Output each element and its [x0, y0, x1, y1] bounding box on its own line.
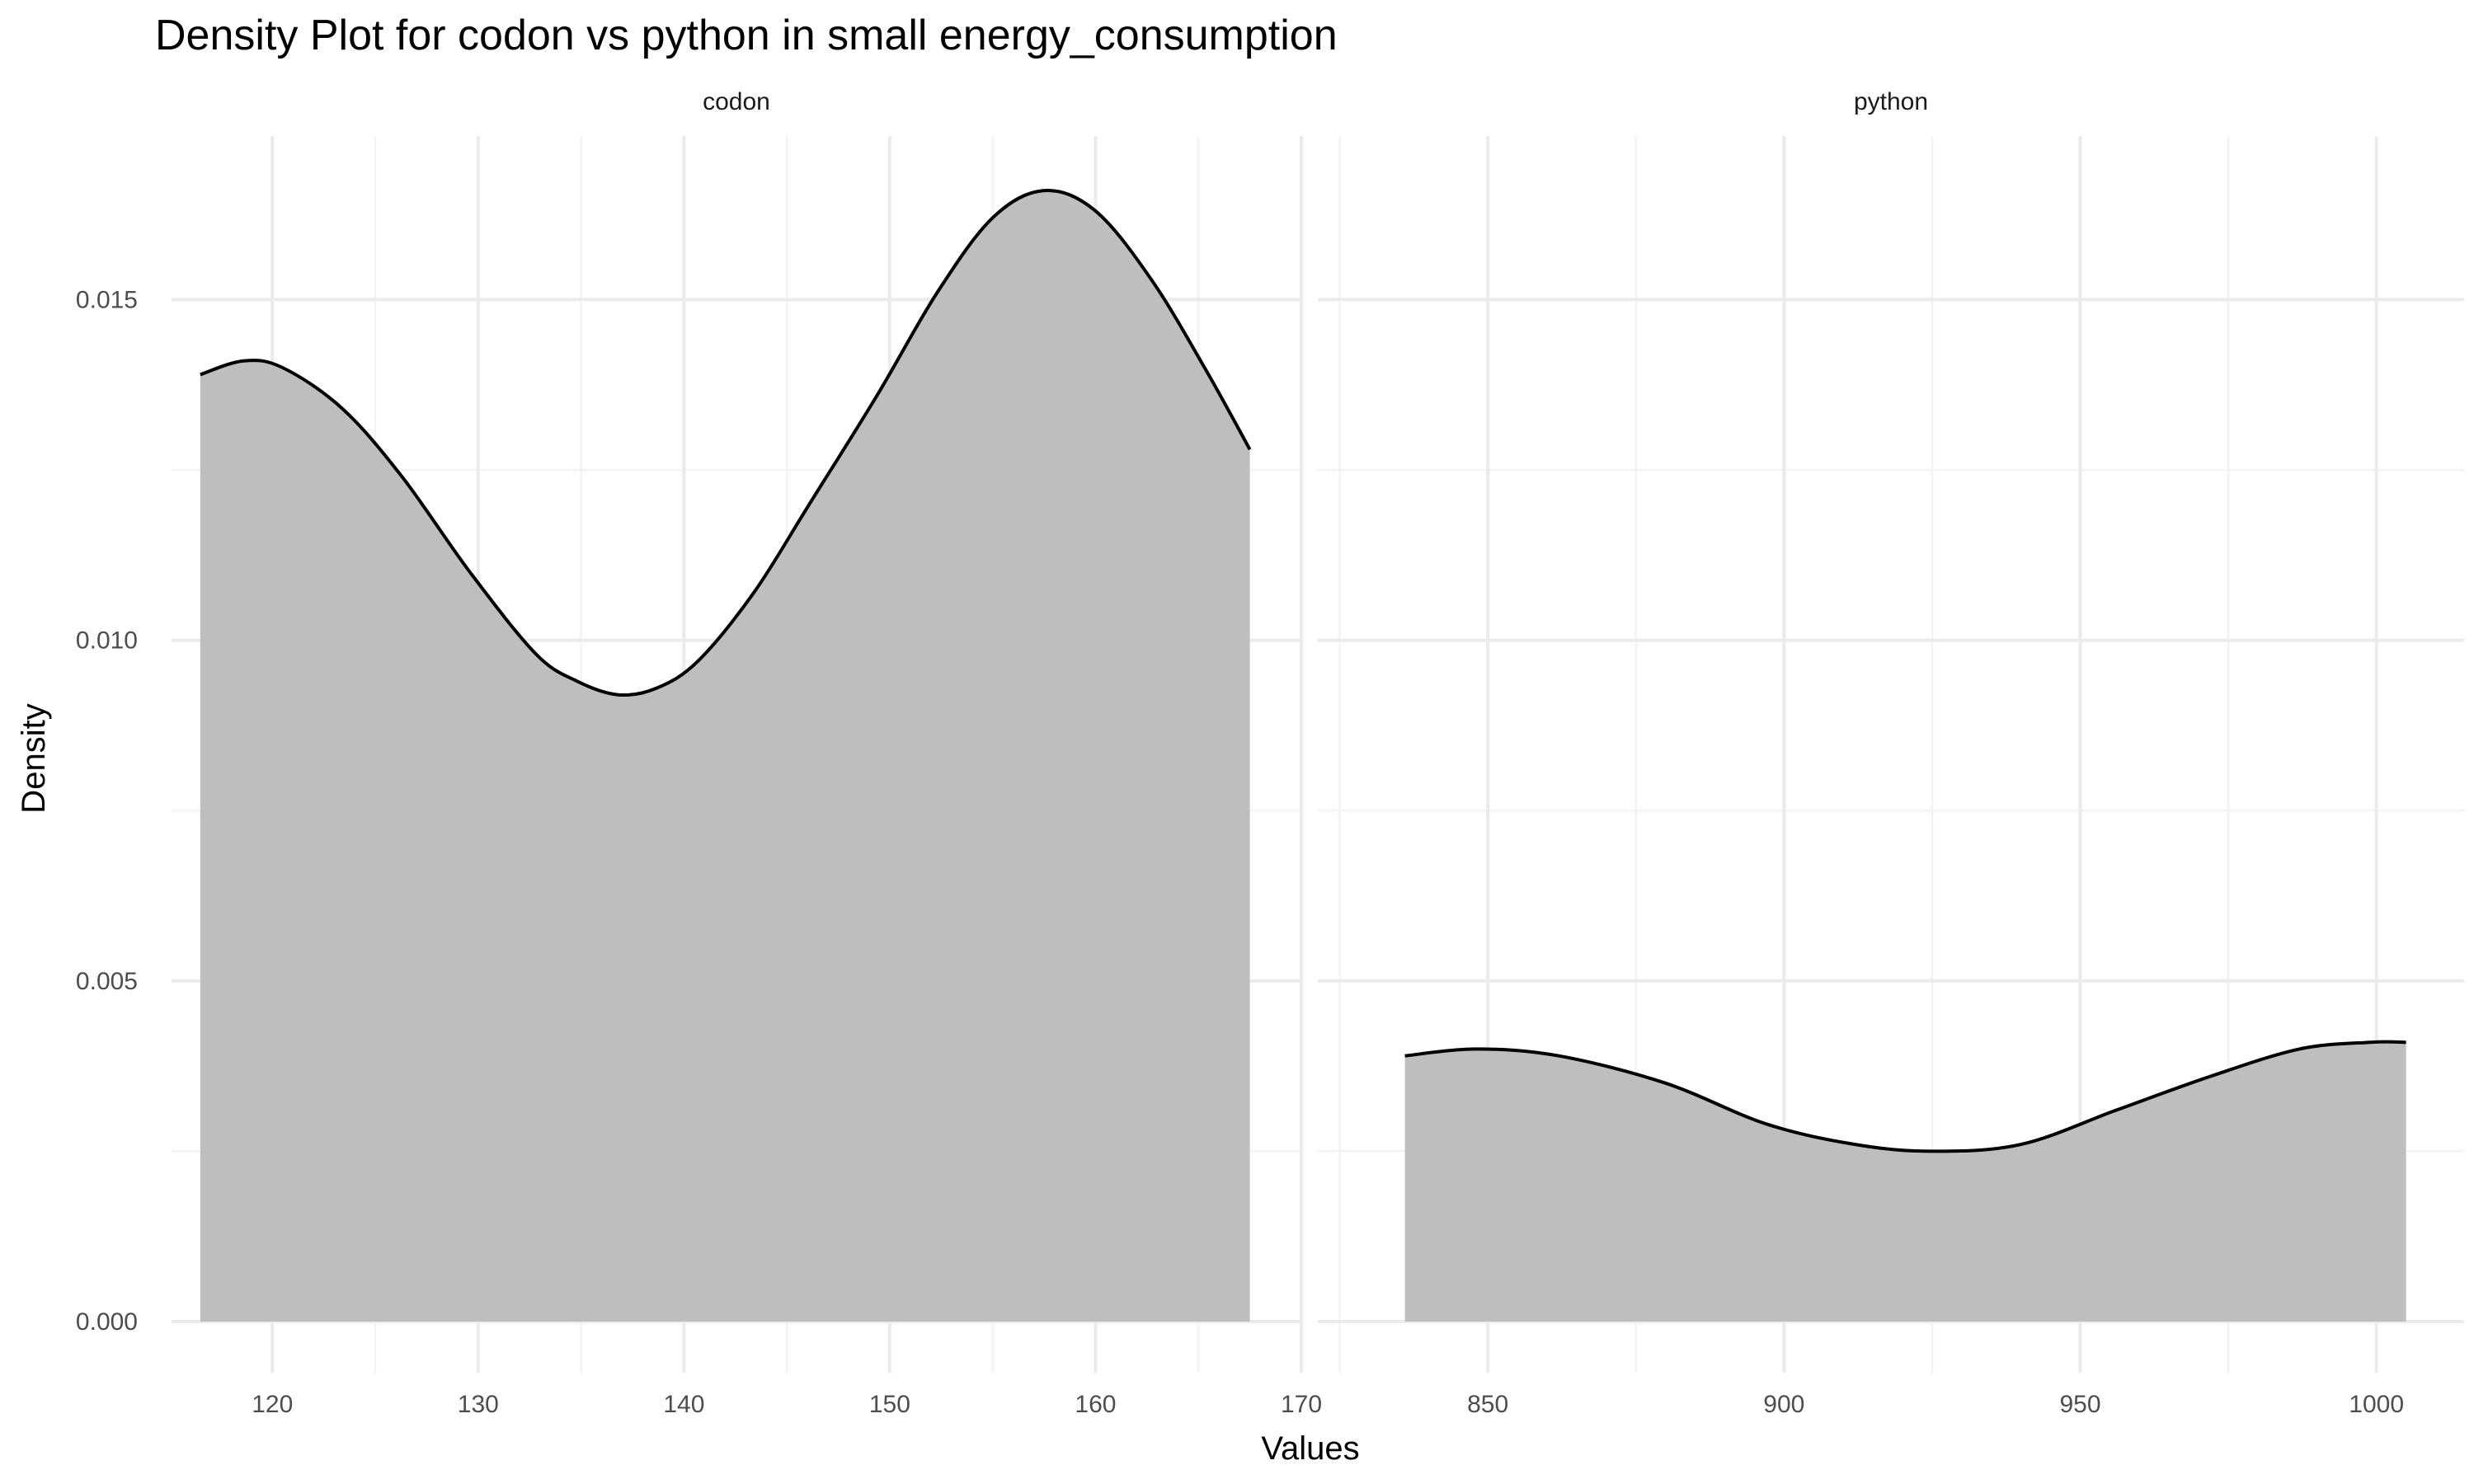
density-curve-python [1404, 1040, 2406, 1153]
y-tick-label: 0.005 [76, 968, 138, 995]
facets: codon 120 130 140 150 160 170 python 850 900 950 10… [172, 88, 2464, 1418]
y-tick-label: 0.010 [76, 627, 138, 655]
x-tick-label: 160 [1075, 1391, 1116, 1418]
facet-label-python: python [1854, 88, 1928, 115]
facet-panel-python: python 850 900 950 1000 [1318, 88, 2464, 1418]
y-axis-title: Density [16, 703, 52, 813]
x-tick-label: 950 [2059, 1391, 2100, 1418]
x-tick-label: 1000 [2349, 1391, 2404, 1418]
x-tick-label: 150 [869, 1391, 910, 1418]
x-axis-title: Values [1261, 1430, 1359, 1467]
density-area-codon [200, 190, 1250, 1322]
x-tick-label: 130 [458, 1391, 499, 1418]
density-curve-codon [200, 188, 1252, 697]
x-tick-label: 170 [1281, 1391, 1322, 1418]
x-tick-label: 120 [252, 1391, 293, 1418]
x-tick-label: 140 [663, 1391, 704, 1418]
y-axis-ticks: 0.000 0.005 0.010 0.015 [76, 286, 138, 1336]
x-tick-label: 850 [1467, 1391, 1508, 1418]
chart-title: Density Plot for codon vs python in smal… [155, 12, 1338, 59]
x-tick-label: 900 [1763, 1391, 1804, 1418]
facet-panel-codon: codon 120 130 140 150 160 170 [172, 88, 1322, 1418]
y-tick-label: 0.000 [76, 1308, 138, 1336]
y-tick-label: 0.015 [76, 286, 138, 313]
facet-label-codon: codon [703, 88, 770, 115]
density-area-python [1404, 1041, 2406, 1322]
